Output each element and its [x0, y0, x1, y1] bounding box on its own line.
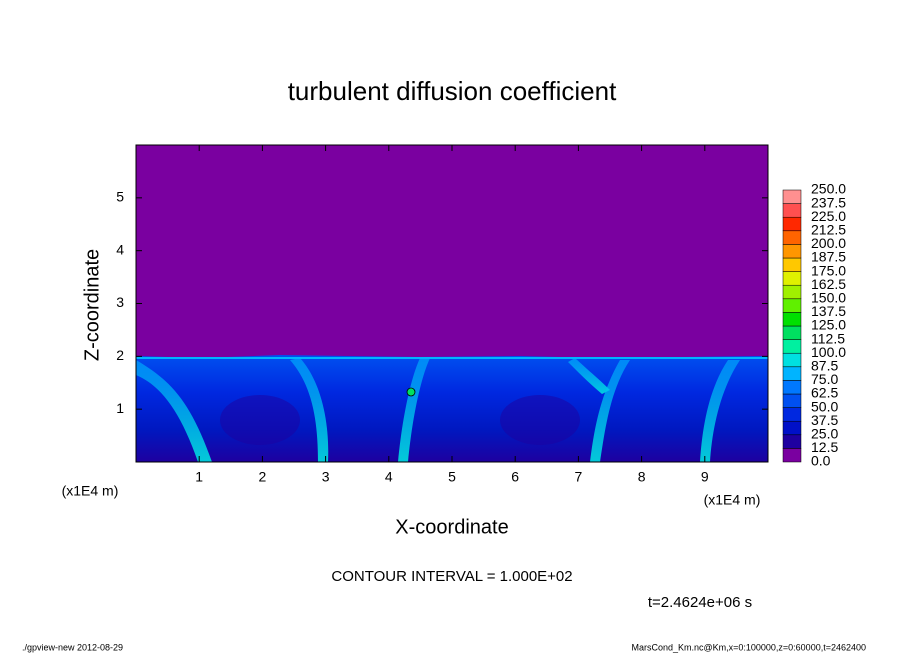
x-tick-label: 4	[385, 469, 393, 485]
colorbar-bin	[782, 312, 802, 327]
x-tick-label: 7	[575, 469, 583, 485]
colorbar-label: 212.5	[811, 222, 846, 238]
x-tick-label: 9	[701, 469, 709, 485]
colorbar-bin	[782, 271, 802, 286]
colorbar-bin	[782, 448, 802, 463]
colorbar-label: 75.0	[811, 371, 838, 387]
colorbar-label: 0.0	[811, 453, 831, 469]
field-eddy	[220, 395, 300, 445]
colorbar-bin	[782, 380, 802, 395]
colorbar-label: 137.5	[811, 303, 846, 319]
y-axis-label: Z-coordinate	[81, 249, 103, 361]
colorbar-label: 37.5	[811, 412, 838, 428]
colorbar-bin	[782, 298, 802, 313]
x-tick-label: 3	[322, 469, 330, 485]
colorbar-label: 187.5	[811, 249, 846, 265]
x-unit-label: (x1E4 m)	[62, 483, 119, 499]
colorbar-label: 175.0	[811, 262, 846, 278]
colorbar-label: 125.0	[811, 317, 846, 333]
colorbar-label: 162.5	[811, 276, 846, 292]
footer-right: MarsCond_Km.nc@Km,x=0:100000,z=0:60000,t…	[631, 642, 866, 652]
colorbar-label: 112.5	[811, 330, 845, 346]
colorbar-label: 62.5	[811, 385, 838, 401]
colorbar-bin	[782, 420, 802, 436]
colorbar-label: 237.5	[811, 194, 846, 210]
colorbar-bin	[782, 203, 802, 218]
y-tick-label: 5	[116, 189, 124, 205]
y-tick-label: 3	[116, 294, 124, 310]
x-unit-label: (x1E4 m)	[704, 492, 761, 508]
y-tick-label: 1	[116, 400, 124, 416]
x-tick-label: 2	[259, 469, 267, 485]
field-plume	[700, 360, 740, 462]
colorbar-label: 150.0	[811, 290, 846, 306]
field-eddy	[500, 395, 580, 445]
field-contour	[406, 387, 416, 397]
colorbar-bin	[782, 366, 802, 381]
contour-interval: CONTOUR INTERVAL = 1.000E+02	[331, 568, 572, 585]
colorbar-bin	[782, 230, 802, 245]
colorbar-bin	[782, 189, 802, 204]
colorbar-bin	[782, 352, 802, 368]
contour-field	[135, 144, 769, 463]
colorbar-bin	[782, 244, 802, 259]
colorbar-bin	[782, 393, 802, 408]
colorbar-label: 87.5	[811, 358, 838, 374]
colorbar-bin	[782, 434, 802, 449]
colorbar-label: 100.0	[811, 344, 846, 360]
colorbar-label: 50.0	[811, 398, 838, 414]
x-axis-label: X-coordinate	[395, 516, 508, 538]
field-plume	[398, 358, 430, 462]
field-plume	[568, 358, 610, 394]
colorbar-label: 12.5	[811, 439, 838, 455]
colorbar-label: 200.0	[811, 235, 846, 251]
colorbar-bin	[782, 216, 802, 232]
colorbar-label: 25.0	[811, 426, 838, 442]
x-tick-label: 1	[195, 469, 203, 485]
field-plume	[590, 360, 630, 462]
chart-title: turbulent diffusion coefficient	[288, 76, 617, 106]
colorbar-bin	[782, 339, 802, 354]
time-label: t=2.4624e+06 s	[648, 594, 752, 611]
field-plume	[290, 358, 329, 462]
colorbar-bin	[782, 257, 802, 272]
colorbar-bin	[782, 284, 802, 300]
colorbar-label: 250.0	[811, 181, 846, 197]
colorbar-bin	[782, 407, 802, 422]
colorbar-label: 225.0	[811, 208, 846, 224]
field-plume	[136, 360, 212, 462]
y-tick-label: 2	[116, 347, 124, 363]
x-tick-label: 5	[448, 469, 456, 485]
x-tick-label: 8	[638, 469, 646, 485]
colorbar-bin	[782, 325, 802, 340]
x-tick-label: 6	[511, 469, 519, 485]
footer-left: ./gpview-new 2012-08-29	[22, 642, 123, 652]
y-tick-label: 4	[116, 241, 124, 257]
